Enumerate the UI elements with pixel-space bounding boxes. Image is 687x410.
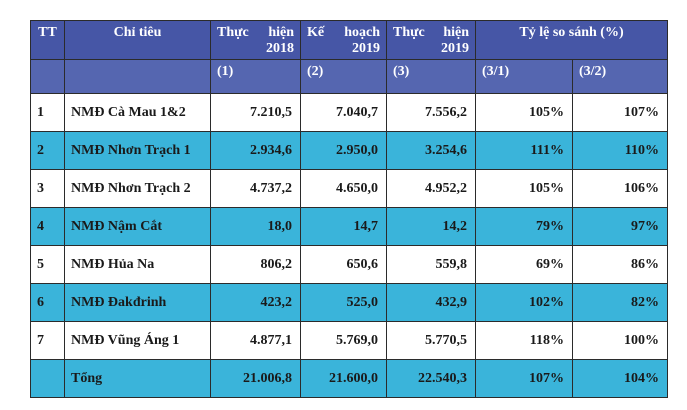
subheader-cell: (3/2) <box>572 59 668 94</box>
header-line: 2019 <box>352 41 380 56</box>
data-cell: 107% <box>475 359 573 398</box>
header-cell: Kế hoạch 2019 <box>300 20 387 60</box>
table-container: TT Chỉ tiêu Thực hiện 2018 Kế hoạch 2019 Thực … <box>30 20 668 398</box>
data-row: 3 NMĐ Nhơn Trạch 2 4.737,2 4.650,0 4.952,2 10… <box>30 169 668 208</box>
data-cell: 4.877,1 <box>210 321 301 360</box>
data-cell: 69% <box>475 245 573 284</box>
data-cell: 4.650,0 <box>300 169 387 208</box>
data-cell: 806,2 <box>210 245 301 284</box>
data-cell: 97% <box>572 207 668 246</box>
data-cell: 5.769,0 <box>300 321 387 360</box>
header-line: 2019 <box>441 41 469 56</box>
data-cell: NMĐ Vũng Áng 1 <box>64 321 211 360</box>
header-line: Thực hiện <box>393 25 469 40</box>
data-cell: 21.600,0 <box>300 359 387 398</box>
data-cell: NMĐ Đakđrinh <box>64 283 211 322</box>
header-line: Thực hiện <box>217 25 294 40</box>
data-cell: 2.934,6 <box>210 131 301 170</box>
data-cell: 82% <box>572 283 668 322</box>
data-cell: 22.540,3 <box>386 359 476 398</box>
data-cell: Tổng <box>64 359 211 398</box>
data-cell: NMĐ Nậm Cắt <box>64 207 211 246</box>
data-cell: 118% <box>475 321 573 360</box>
data-cell: 2 <box>30 131 65 170</box>
header-row: TT Chỉ tiêu Thực hiện 2018 Kế hoạch 2019 Thực … <box>30 20 668 60</box>
data-cell: NMĐ Nhơn Trạch 1 <box>64 131 211 170</box>
subheader-row: (1) (2) (3) (3/1) (3/2) <box>30 59 668 94</box>
data-cell: 86% <box>572 245 668 284</box>
data-cell: 3 <box>30 169 65 208</box>
data-cell: 7.556,2 <box>386 93 476 132</box>
data-cell: 107% <box>572 93 668 132</box>
data-cell: 4.952,2 <box>386 169 476 208</box>
data-cell: 14,2 <box>386 207 476 246</box>
data-row: 5 NMĐ Hủa Na 806,2 650,6 559,8 69% 86% <box>30 245 668 284</box>
data-cell: 100% <box>572 321 668 360</box>
header-cell: TT <box>30 20 65 60</box>
data-cell: 559,8 <box>386 245 476 284</box>
data-cell: 18,0 <box>210 207 301 246</box>
data-cell: 105% <box>475 169 573 208</box>
subheader-cell <box>30 59 65 94</box>
subheader-cell <box>64 59 211 94</box>
header-cell: Chỉ tiêu <box>64 20 211 60</box>
header-line: 2018 <box>266 41 294 56</box>
data-cell: NMĐ Hủa Na <box>64 245 211 284</box>
header-line: Kế hoạch <box>307 25 380 40</box>
data-cell: 432,9 <box>386 283 476 322</box>
data-cell: 6 <box>30 283 65 322</box>
subheader-cell: (2) <box>300 59 387 94</box>
data-cell: 7 <box>30 321 65 360</box>
data-row: 6 NMĐ Đakđrinh 423,2 525,0 432,9 102% 82% <box>30 283 668 322</box>
header-cell: Thực hiện 2019 <box>386 20 476 60</box>
data-row: 4 NMĐ Nậm Cắt 18,0 14,7 14,2 79% 97% <box>30 207 668 246</box>
data-cell: 5 <box>30 245 65 284</box>
data-cell: 4 <box>30 207 65 246</box>
data-cell: 14,7 <box>300 207 387 246</box>
subheader-cell: (3) <box>386 59 476 94</box>
data-cell: 79% <box>475 207 573 246</box>
data-cell: NMĐ Cà Mau 1&2 <box>64 93 211 132</box>
data-cell: 1 <box>30 93 65 132</box>
data-cell: 102% <box>475 283 573 322</box>
data-cell: 5.770,5 <box>386 321 476 360</box>
data-cell: 2.950,0 <box>300 131 387 170</box>
data-cell: 7.210,5 <box>210 93 301 132</box>
total-row: Tổng 21.006,8 21.600,0 22.540,3 107% 104% <box>30 359 668 398</box>
data-cell: NMĐ Nhơn Trạch 2 <box>64 169 211 208</box>
subheader-cell: (1) <box>210 59 301 94</box>
data-cell: 525,0 <box>300 283 387 322</box>
data-cell: 650,6 <box>300 245 387 284</box>
data-cell: 4.737,2 <box>210 169 301 208</box>
data-cell: 106% <box>572 169 668 208</box>
data-cell: 7.040,7 <box>300 93 387 132</box>
data-cell: 111% <box>475 131 573 170</box>
data-row: 2 NMĐ Nhơn Trạch 1 2.934,6 2.950,0 3.254,6 11… <box>30 131 668 170</box>
data-table: TT Chỉ tiêu Thực hiện 2018 Kế hoạch 2019 Thực … <box>30 20 668 398</box>
data-cell <box>30 359 65 398</box>
data-row: 1 NMĐ Cà Mau 1&2 7.210,5 7.040,7 7.556,2 105%… <box>30 93 668 132</box>
data-cell: 21.006,8 <box>210 359 301 398</box>
data-row: 7 NMĐ Vũng Áng 1 4.877,1 5.769,0 5.770,5 118%… <box>30 321 668 360</box>
data-cell: 104% <box>572 359 668 398</box>
header-cell: Thực hiện 2018 <box>210 20 301 60</box>
data-cell: 105% <box>475 93 573 132</box>
data-cell: 110% <box>572 131 668 170</box>
data-cell: 423,2 <box>210 283 301 322</box>
subheader-cell: (3/1) <box>475 59 573 94</box>
data-cell: 3.254,6 <box>386 131 476 170</box>
header-cell: Tỷ lệ so sánh (%) <box>475 20 668 60</box>
